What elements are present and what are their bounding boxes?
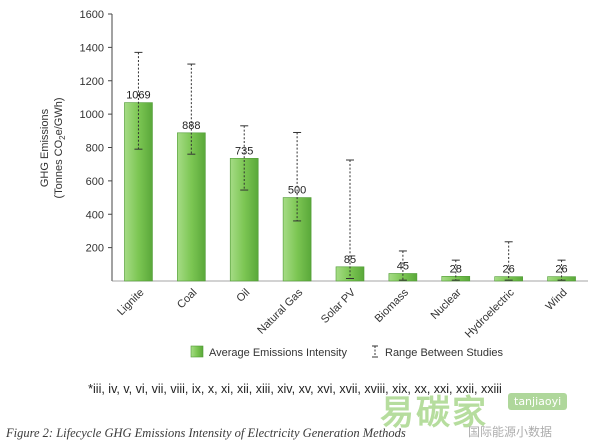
- error-bar-natural-gas: [293, 131, 302, 222]
- category-label: Solar PV: [319, 286, 359, 326]
- data-labels: 1069 888 735 500 85 45 28 26 26: [126, 90, 567, 276]
- bar-oil: [229, 158, 259, 282]
- category-label: Biomass: [373, 286, 412, 325]
- category-label: Wind: [543, 287, 569, 313]
- y-axis: 200 400 600 800 1000 1200 1400 1600: [80, 9, 588, 282]
- legend-label-average: Average Emissions Intensity: [209, 347, 347, 359]
- error-bars: [134, 51, 566, 281]
- error-bar-lignite: [134, 51, 143, 150]
- legend-label-range: Range Between Studies: [385, 347, 504, 359]
- y-axis-label-units: (Tonnes CO2e/GWh): [53, 97, 67, 198]
- y-tick-label: 200: [86, 243, 104, 255]
- y-axis-label: GHG Emissions: [39, 108, 51, 187]
- error-bar-coal: [187, 63, 196, 155]
- category-label: Nuclear: [429, 286, 465, 322]
- bar-biomass: [388, 273, 418, 282]
- y-tick-label: 1400: [80, 42, 104, 54]
- category-label: Coal: [175, 287, 199, 311]
- error-bar-biomass: [398, 250, 407, 281]
- ghg-emissions-chart: 200 400 600 800 1000 1200 1400 1600 1069 888 735 5…: [39, 9, 588, 359]
- watermark-logo-text: 易碳家: [380, 393, 488, 433]
- category-label: Lignite: [115, 287, 146, 318]
- bar-natural-gas: [282, 197, 312, 282]
- data-label: 735: [235, 145, 253, 157]
- watermark: 易碳家 tanjiaoyi 国际能源小数据: [380, 385, 585, 445]
- y-tick-label: 1200: [80, 76, 104, 88]
- data-label: 500: [288, 185, 306, 197]
- error-bar-wind: [557, 259, 566, 281]
- legend-swatch-range: [372, 345, 378, 358]
- data-label: 85: [344, 254, 356, 266]
- y-tick-label: 800: [86, 143, 104, 155]
- category-label: Oil: [234, 287, 252, 305]
- legend-swatch-bar: [190, 345, 204, 358]
- error-bar-hydroelectric: [504, 241, 513, 281]
- y-tick-label: 1000: [80, 109, 104, 121]
- error-bar-oil: [240, 125, 249, 191]
- data-label: 888: [182, 120, 200, 132]
- y-tick-label: 1600: [80, 9, 104, 21]
- error-bar-solar-pv: [346, 159, 354, 279]
- watermark-subtext: 国际能源小数据: [468, 425, 553, 439]
- category-label: Natural Gas: [255, 286, 305, 336]
- data-label: 26: [555, 264, 567, 276]
- figure-caption: Figure 2: Lifecycle GHG Emissions Intens…: [6, 426, 406, 440]
- watermark-badge: tanjiaoyi: [508, 393, 568, 410]
- data-label: 1069: [126, 90, 150, 102]
- data-label: 26: [503, 264, 515, 276]
- y-tick-label: 400: [86, 209, 104, 221]
- category-labels: Lignite Coal Oil Natural Gas Solar PV Biomass…: [115, 286, 570, 340]
- data-label: 45: [397, 260, 409, 272]
- y-tick-label: 600: [86, 176, 104, 188]
- legend: Average Emissions Intensity Range Betwee…: [190, 345, 504, 359]
- data-label: 28: [450, 263, 462, 275]
- bar-coal: [177, 132, 206, 282]
- footnote: *iii, iv, v, vi, vii, viii, ix, x, xi, x…: [88, 382, 502, 396]
- category-label: Hydroelectric: [463, 286, 517, 340]
- error-bar-nuclear: [451, 259, 460, 281]
